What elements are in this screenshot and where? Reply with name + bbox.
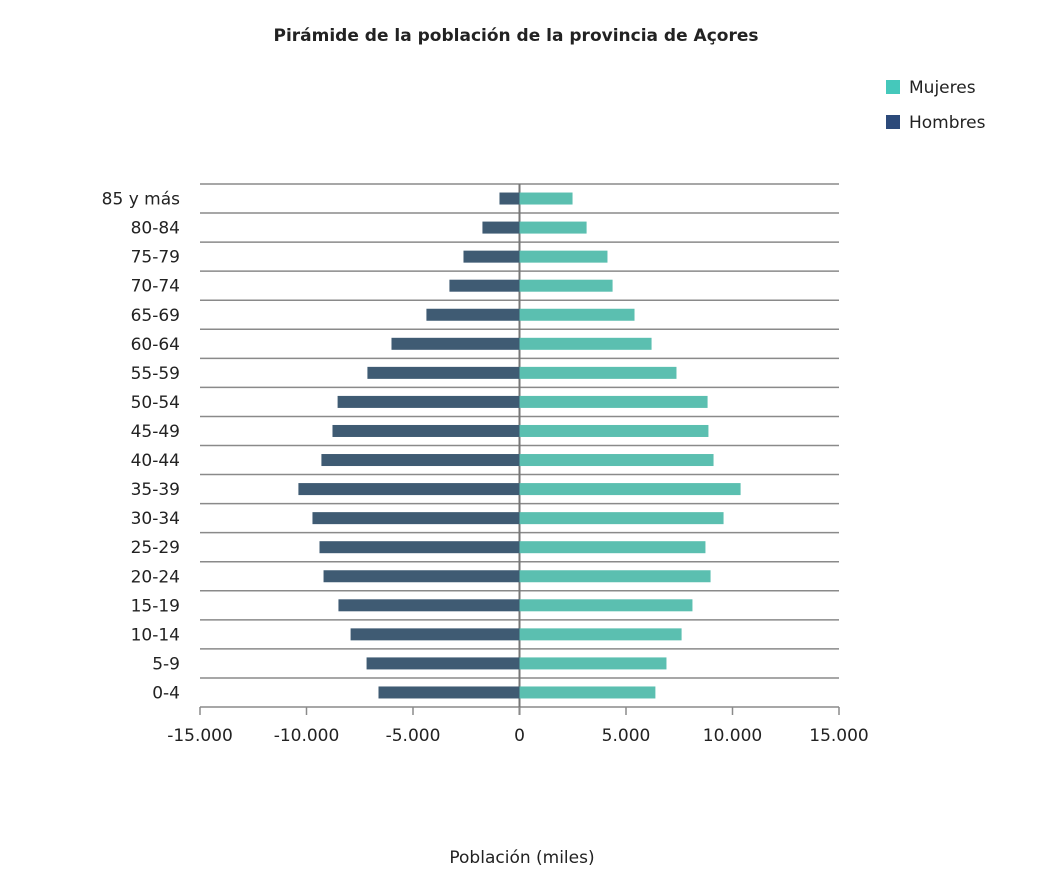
x-tick-label: 15.000	[809, 726, 868, 746]
bar-hombres	[338, 599, 520, 612]
y-tick-label: 5-9	[152, 654, 180, 674]
bar-mujeres	[519, 512, 724, 525]
chart-title: Pirámide de la población de la provincia…	[274, 26, 759, 46]
y-tick-label: 85 y más	[102, 190, 180, 210]
y-tick-label: 80-84	[131, 219, 180, 239]
bar-mujeres	[519, 628, 682, 641]
bar-mujeres	[519, 250, 608, 263]
y-tick-label: 60-64	[131, 335, 180, 355]
bar-hombres	[391, 337, 520, 350]
bar-hombres	[378, 686, 520, 699]
bar-mujeres	[519, 541, 706, 554]
bar-hombres	[449, 279, 520, 292]
bar-mujeres	[519, 657, 667, 670]
bar-hombres	[366, 657, 520, 670]
y-tick-label: 55-59	[131, 364, 180, 384]
y-tick-label: 25-29	[131, 538, 180, 558]
bar-hombres	[321, 454, 520, 467]
bar-hombres	[463, 250, 520, 263]
x-tick-label: -5.000	[386, 726, 441, 746]
bar-mujeres	[519, 424, 709, 437]
y-tick-label: 15-19	[131, 596, 180, 616]
bar-hombres	[319, 541, 520, 554]
legend-swatch-hombres	[886, 115, 900, 129]
bar-mujeres	[519, 337, 652, 350]
x-tick-label: 0	[514, 726, 525, 746]
bar-hombres	[337, 395, 520, 408]
bar-mujeres	[519, 279, 613, 292]
x-axis-label: Población (miles)	[449, 848, 594, 868]
bar-mujeres	[519, 221, 587, 234]
bar-mujeres	[519, 366, 677, 379]
y-tick-label: 40-44	[131, 451, 180, 471]
bar-hombres	[350, 628, 520, 641]
bar-hombres	[323, 570, 520, 583]
y-tick-label: 75-79	[131, 248, 180, 268]
y-tick-label: 70-74	[131, 277, 180, 297]
bar-mujeres	[519, 192, 573, 205]
bar-mujeres	[519, 454, 714, 467]
bar-mujeres	[519, 686, 656, 699]
bar-hombres	[312, 512, 520, 525]
y-tick-label: 10-14	[131, 625, 180, 645]
bar-mujeres	[519, 570, 711, 583]
y-tick-label: 65-69	[131, 306, 180, 326]
bar-hombres	[482, 221, 520, 234]
y-tick-label: 30-34	[131, 509, 180, 529]
x-tick-label: 5.000	[602, 726, 651, 746]
bar-hombres	[426, 308, 520, 321]
bar-hombres	[367, 366, 520, 379]
bar-mujeres	[519, 395, 708, 408]
legend-label-hombres: Hombres	[909, 113, 986, 133]
x-tick-label: -10.000	[274, 726, 340, 746]
bar-hombres	[332, 424, 520, 437]
y-tick-label: 45-49	[131, 422, 180, 442]
bar-mujeres	[519, 483, 741, 496]
legend: Mujeres Hombres	[886, 78, 986, 133]
bar-hombres	[499, 192, 520, 205]
bar-hombres	[298, 483, 520, 496]
bar-mujeres	[519, 599, 693, 612]
y-tick-label: 50-54	[131, 393, 180, 413]
x-tick-label: 10.000	[703, 726, 762, 746]
x-tick-label: -15.000	[167, 726, 233, 746]
legend-swatch-mujeres	[886, 80, 900, 94]
y-tick-label: 20-24	[131, 567, 180, 587]
y-tick-label: 35-39	[131, 480, 180, 500]
bar-mujeres	[519, 308, 635, 321]
legend-label-mujeres: Mujeres	[909, 78, 976, 98]
y-tick-label: 0-4	[152, 683, 180, 703]
